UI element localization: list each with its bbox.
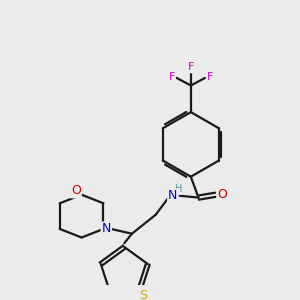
Text: S: S [139, 289, 147, 300]
Text: N: N [168, 189, 178, 202]
Text: H: H [175, 184, 182, 194]
Text: F: F [207, 72, 213, 82]
Text: N: N [102, 223, 111, 236]
Text: F: F [188, 62, 194, 73]
Text: O: O [217, 188, 227, 201]
Text: F: F [169, 72, 175, 82]
Text: O: O [71, 184, 81, 197]
